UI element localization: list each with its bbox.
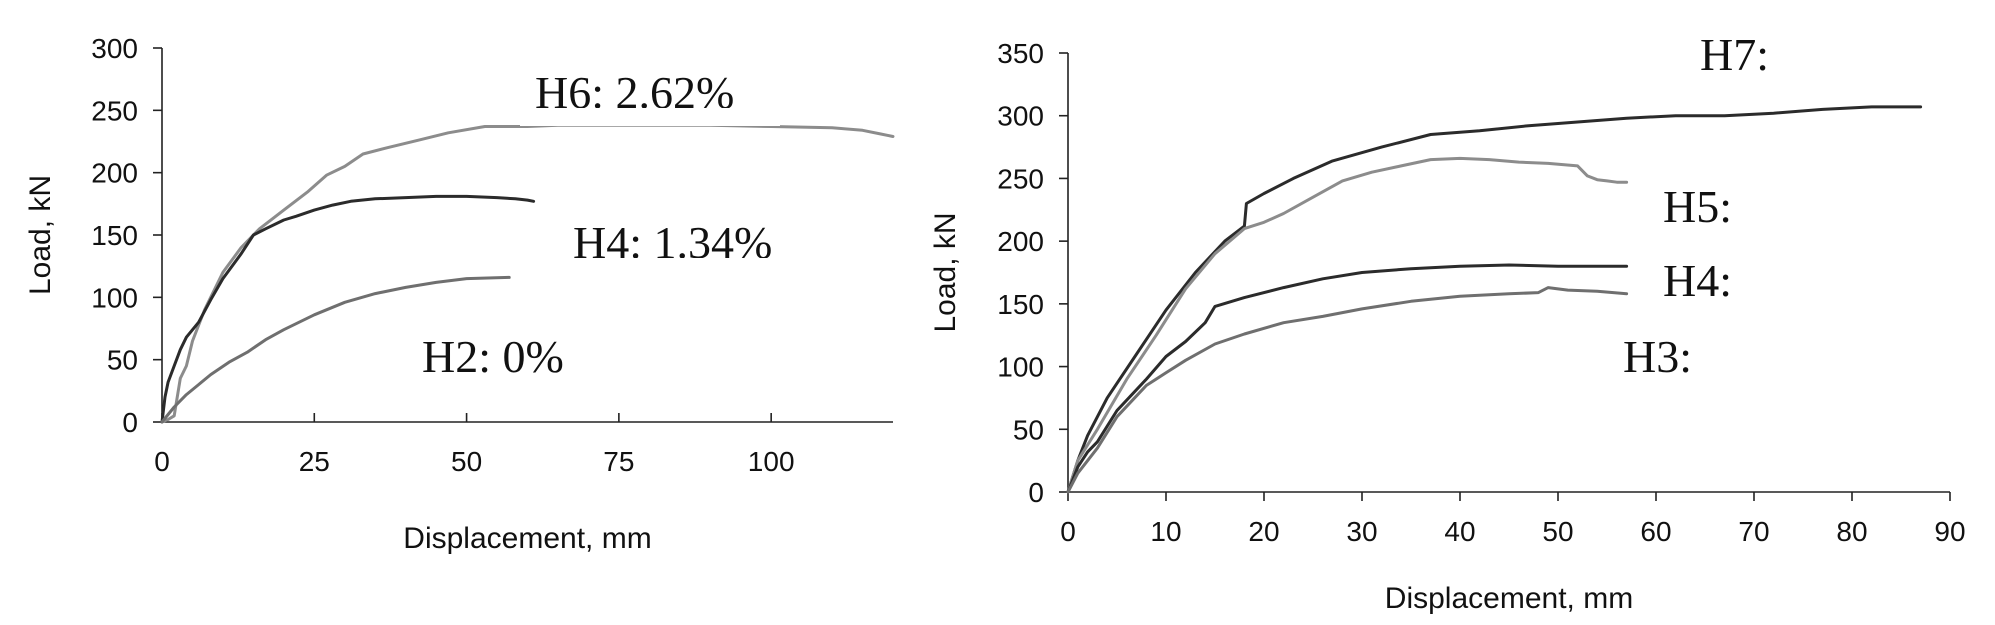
- x-tick-label: 40: [1444, 516, 1475, 547]
- x-tick-label: 90: [1934, 516, 1965, 547]
- x-tick-label: 75: [603, 446, 634, 477]
- y-tick-label: 200: [91, 158, 138, 189]
- x-tick-label: 30: [1346, 516, 1377, 547]
- x-tick-label: 0: [1060, 516, 1076, 547]
- x-tick-label: 20: [1248, 516, 1279, 547]
- series-line-h4134: [160, 194, 536, 424]
- y-tick-label: 300: [91, 33, 138, 64]
- y-axis-title: Load, kN: [929, 212, 962, 332]
- y-tick-label: 0: [122, 407, 138, 438]
- y-tick-label: 50: [1013, 414, 1044, 445]
- series-label: H4:: [1663, 255, 1732, 306]
- series-line-h7: [1066, 105, 1923, 494]
- series-line-h3: [1066, 286, 1629, 494]
- y-axis-title: Load, kN: [24, 175, 57, 295]
- series-line-h4: [1066, 263, 1629, 494]
- label-clip-band: [560, 258, 820, 278]
- series-label: H2: 0%: [422, 331, 564, 382]
- x-tick-label: 25: [299, 446, 330, 477]
- y-tick-label: 50: [107, 345, 138, 376]
- y-tick-label: 150: [997, 289, 1044, 320]
- y-tick-label: 0: [1028, 477, 1044, 508]
- y-tick-label: 350: [997, 38, 1044, 69]
- y-tick-label: 100: [91, 282, 138, 313]
- x-tick-label: 70: [1738, 516, 1769, 547]
- series-label: H5:: [1663, 181, 1732, 232]
- x-tick-label: 50: [1542, 516, 1573, 547]
- label-clip-band: [520, 108, 780, 126]
- series-label: H3:: [1623, 331, 1692, 382]
- x-tick-label: 100: [748, 446, 795, 477]
- y-tick-label: 150: [91, 220, 138, 251]
- series-line-h5: [1066, 156, 1629, 494]
- left-chart: 0 50 100 150 200 250 300 0 25 50 75 100 Displacement…: [24, 33, 895, 555]
- y-tick-label: 250: [91, 95, 138, 126]
- series-label: H7:: [1700, 29, 1769, 80]
- x-tick-label: 50: [451, 446, 482, 477]
- x-axis-title: Displacement, mm: [1385, 582, 1633, 615]
- y-tick-label: 100: [997, 352, 1044, 383]
- right-chart: 0 50 100 150 200 250 300 350 0 10 20 30 40 50 60 70 80 90…: [929, 29, 1966, 615]
- x-axis-title: Displacement, mm: [403, 522, 651, 555]
- y-tick-label: 200: [997, 226, 1044, 257]
- y-tick-label: 300: [997, 101, 1044, 132]
- y-tick-label: 250: [997, 163, 1044, 194]
- series-line-h20: [160, 275, 511, 424]
- x-tick-label: 80: [1836, 516, 1867, 547]
- x-tick-label: 60: [1640, 516, 1671, 547]
- x-tick-label: 0: [154, 446, 170, 477]
- x-tick-label: 10: [1150, 516, 1181, 547]
